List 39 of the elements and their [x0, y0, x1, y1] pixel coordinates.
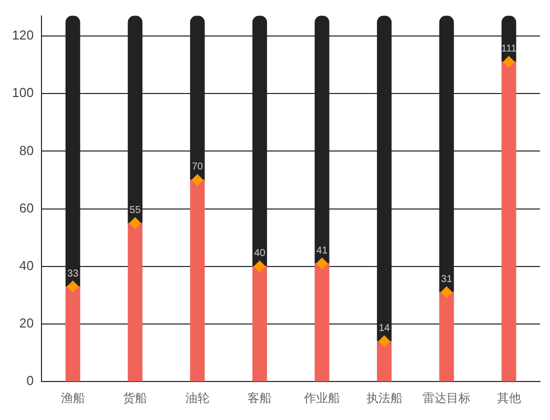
- point: [66, 280, 79, 293]
- bar: [376, 340, 392, 382]
- bar: [66, 286, 80, 382]
- bar: [439, 292, 454, 382]
- bar: [190, 180, 205, 382]
- y-tick-label: 60: [19, 200, 34, 216]
- point: [502, 56, 515, 68]
- y-tick-label: 120: [12, 28, 34, 43]
- y-tick-label: 20: [19, 316, 34, 331]
- x-tick-label: 雷达目标: [422, 391, 471, 406]
- point: [316, 258, 328, 270]
- bar: [314, 263, 330, 382]
- x-tick-label: 作业船: [302, 391, 340, 406]
- point: [191, 174, 204, 186]
- data-label: 70: [192, 162, 204, 173]
- data-label: 111: [501, 44, 517, 55]
- x-tick-label: 客船: [248, 391, 272, 406]
- bar: [502, 62, 516, 382]
- bar: [252, 266, 268, 382]
- x-tick-label: 货船: [123, 391, 148, 406]
- x-tick-label: 渔船: [60, 391, 85, 406]
- y-tick-label: 100: [12, 85, 34, 100]
- point: [440, 286, 453, 298]
- point: [378, 335, 390, 348]
- data-label: 55: [130, 204, 142, 216]
- y-tick-label: 40: [19, 258, 34, 273]
- data-label: 33: [67, 268, 79, 280]
- data-label: 14: [378, 323, 390, 334]
- y-tick-label: 80: [19, 142, 34, 158]
- point: [254, 260, 266, 272]
- x-tick-label: 油轮: [185, 391, 210, 406]
- x-tick-label: 其他: [496, 391, 521, 406]
- data-label: 40: [254, 248, 266, 260]
- bar: [128, 222, 142, 382]
- x-tick-label: 执法船: [366, 391, 402, 406]
- data-label: 41: [316, 245, 328, 256]
- y-tick-label: 0: [26, 373, 34, 388]
- data-label: 31: [441, 274, 453, 286]
- point: [129, 217, 142, 230]
